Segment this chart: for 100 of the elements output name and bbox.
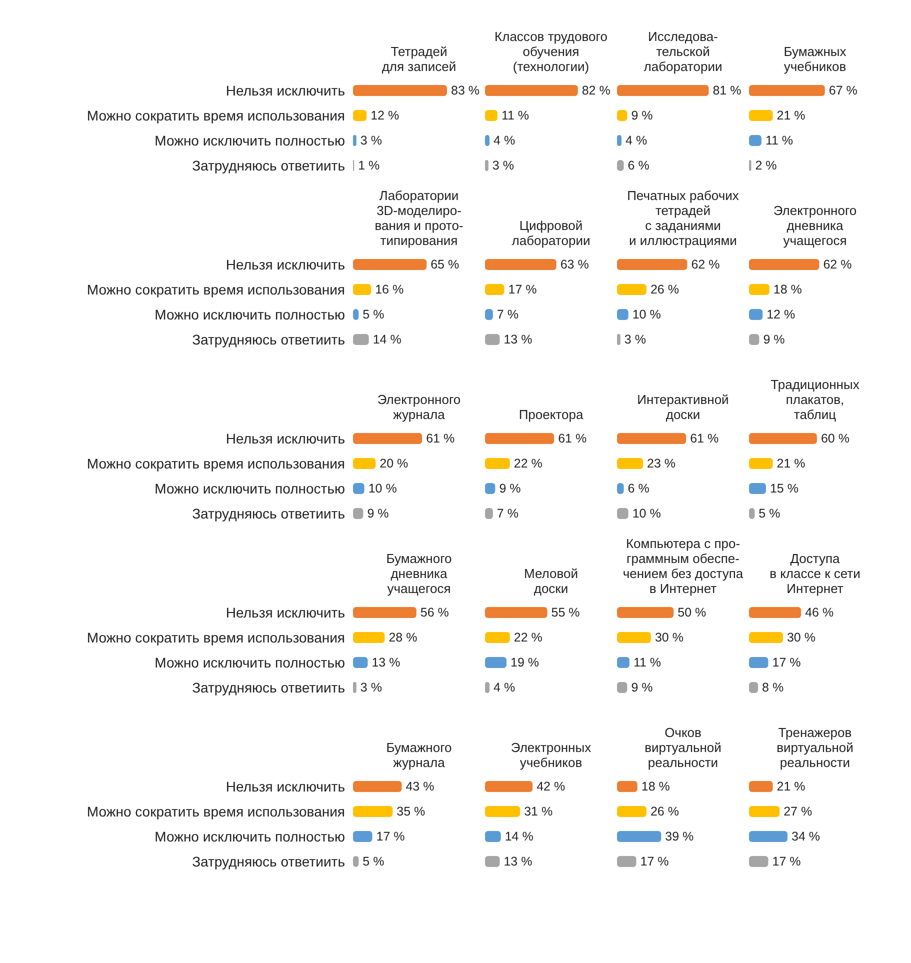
data-label: 56 %: [420, 606, 449, 620]
bar: [617, 607, 674, 618]
data-label: 4 %: [494, 680, 516, 694]
chart-title: Печатных рабочих тетрадей с заданиями и иллюстрациями: [626, 187, 740, 248]
data-label: 20 %: [380, 456, 408, 470]
bar: [485, 433, 554, 444]
bar: [749, 781, 773, 792]
data-label: 60 %: [820, 432, 850, 446]
chart-title: Проектора: [518, 406, 584, 422]
chart-title: Очков виртуальной реальности: [644, 724, 722, 770]
data-label: 65 %: [430, 258, 460, 272]
bar: [485, 856, 500, 867]
data-label: 22 %: [514, 456, 542, 470]
data-label: 4 %: [626, 134, 648, 148]
data-label: 81 %: [712, 84, 742, 98]
data-label: 11 %: [765, 134, 794, 148]
data-label: 61 %: [558, 432, 587, 446]
chart-title: Цифровой лаборатории: [510, 217, 592, 248]
bar: [617, 284, 646, 295]
data-label: 19 %: [510, 656, 540, 670]
data-label: 9 %: [631, 680, 653, 694]
y-tick-label: Можно исключить полностью: [154, 654, 345, 670]
data-label: 26 %: [650, 804, 679, 818]
bar: [485, 607, 548, 618]
bar: [617, 259, 688, 270]
data-label: 15 %: [770, 482, 798, 496]
bar: [485, 831, 501, 842]
bar: [353, 831, 372, 842]
bar: [353, 85, 447, 96]
data-label: 6 %: [628, 158, 650, 172]
chart-title: Интерактивной доски: [636, 391, 730, 422]
data-label: 34 %: [792, 830, 820, 844]
bar: [485, 458, 510, 469]
y-tick-label: Затрудняюсь ответиить: [192, 505, 345, 522]
data-label: 3 %: [492, 158, 514, 172]
bar: [749, 607, 802, 618]
y-tick-label: Можно сократить время использования: [86, 803, 345, 820]
data-label: 62 %: [691, 258, 720, 272]
data-label: 82 %: [582, 84, 610, 98]
chart-title: Тетрадей для записей: [380, 43, 458, 74]
data-label: 3 %: [360, 134, 382, 148]
data-label: 23 %: [647, 456, 676, 470]
data-label: 39 %: [665, 830, 694, 844]
data-label: 67 %: [828, 84, 858, 98]
data-label: 17 %: [640, 854, 669, 868]
y-tick-label: Затрудняюсь ответиить: [192, 331, 345, 348]
data-label: 1 %: [358, 158, 380, 172]
chart-title: Лаборатории 3D-моделиро- вания и прото- типирования: [374, 187, 464, 248]
chart-title: Доступа в классе к сети Интернет: [768, 550, 862, 596]
data-label: 30 %: [654, 630, 684, 644]
bar: [485, 334, 500, 345]
bar: [749, 85, 825, 96]
bar: [749, 831, 788, 842]
data-label: 10 %: [368, 482, 397, 496]
y-tick-label: Можно сократить время использования: [86, 629, 345, 646]
data-label: 27 %: [784, 804, 812, 818]
bar: [485, 781, 533, 792]
data-label: 18 %: [641, 780, 670, 794]
y-tick-label: Затрудняюсь ответиить: [192, 853, 345, 870]
data-label: 5 %: [362, 308, 384, 322]
data-label: 7 %: [496, 308, 518, 322]
bar: [749, 433, 817, 444]
chart-title: Компьютера с про- граммным обеспе- чением без доступа в Интернет: [622, 535, 744, 596]
y-tick-label: Можно сократить время использования: [86, 107, 345, 124]
data-label: 21 %: [776, 108, 806, 122]
data-label: 10 %: [632, 308, 661, 322]
data-label: 30 %: [786, 630, 816, 644]
y-tick-label: Нельзя исключить: [226, 604, 345, 620]
y-tick-label: Можно исключить полностью: [154, 828, 345, 844]
y-tick-label: Нельзя исключить: [226, 256, 345, 272]
data-label: 14 %: [504, 830, 534, 844]
data-label: 50 %: [678, 606, 706, 620]
data-label: 26 %: [650, 282, 679, 296]
bar: [485, 632, 510, 643]
data-label: 9 %: [631, 108, 653, 122]
data-label: 31 %: [524, 804, 553, 818]
data-label: 9 %: [499, 482, 521, 496]
bar: [749, 284, 770, 295]
y-tick-label: Нельзя исключить: [226, 430, 345, 446]
data-label: 17 %: [772, 656, 801, 670]
chart-title: Электронного журнала: [376, 391, 462, 422]
bar: [749, 856, 768, 867]
bar: [749, 135, 762, 146]
bar: [749, 110, 773, 121]
data-label: 83 %: [451, 84, 480, 98]
data-label: 17 %: [772, 854, 801, 868]
bar: [353, 781, 402, 792]
bar: [749, 632, 783, 643]
y-tick-label: Можно сократить время использования: [86, 455, 345, 472]
data-label: 9 %: [367, 506, 389, 520]
bar: [353, 284, 372, 295]
y-tick-label: Затрудняюсь ответиить: [192, 157, 345, 174]
bar: [617, 806, 646, 817]
bar: [749, 309, 763, 320]
bar: [749, 806, 780, 817]
chart-title: Классов трудового обучения (технологии): [494, 28, 608, 74]
bar: [617, 856, 636, 867]
bar: [353, 259, 427, 270]
data-label: 61 %: [426, 432, 455, 446]
data-label: 11 %: [501, 108, 530, 122]
